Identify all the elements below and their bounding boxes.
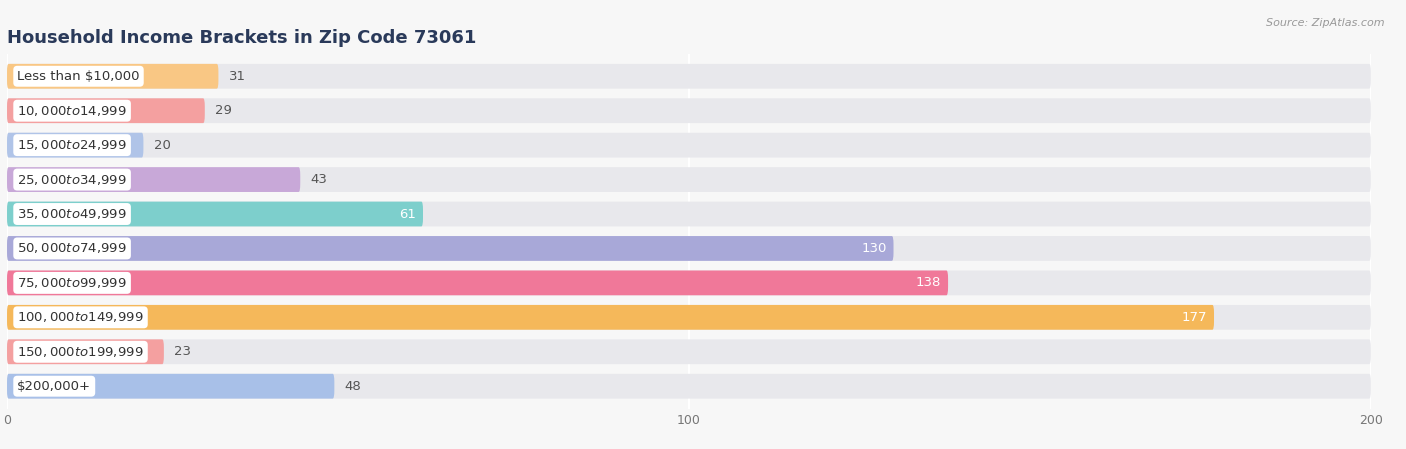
FancyBboxPatch shape [7, 374, 335, 399]
Text: Household Income Brackets in Zip Code 73061: Household Income Brackets in Zip Code 73… [7, 29, 477, 47]
FancyBboxPatch shape [7, 167, 301, 192]
Text: $100,000 to $149,999: $100,000 to $149,999 [17, 310, 143, 324]
Text: $10,000 to $14,999: $10,000 to $14,999 [17, 104, 127, 118]
FancyBboxPatch shape [7, 339, 165, 364]
FancyBboxPatch shape [7, 305, 1371, 330]
FancyBboxPatch shape [7, 98, 1371, 123]
FancyBboxPatch shape [7, 167, 1371, 192]
Text: 61: 61 [399, 207, 416, 220]
Text: $15,000 to $24,999: $15,000 to $24,999 [17, 138, 127, 152]
FancyBboxPatch shape [7, 133, 1371, 158]
FancyBboxPatch shape [7, 64, 1371, 88]
FancyBboxPatch shape [7, 270, 1371, 295]
FancyBboxPatch shape [7, 202, 1371, 226]
FancyBboxPatch shape [7, 339, 1371, 364]
Text: 130: 130 [862, 242, 887, 255]
Text: $200,000+: $200,000+ [17, 380, 91, 393]
Text: 31: 31 [229, 70, 246, 83]
Text: 23: 23 [174, 345, 191, 358]
FancyBboxPatch shape [7, 374, 1371, 399]
Text: 29: 29 [215, 104, 232, 117]
FancyBboxPatch shape [7, 236, 1371, 261]
FancyBboxPatch shape [7, 236, 894, 261]
Text: $50,000 to $74,999: $50,000 to $74,999 [17, 242, 127, 255]
FancyBboxPatch shape [7, 202, 423, 226]
Text: $75,000 to $99,999: $75,000 to $99,999 [17, 276, 127, 290]
Text: 138: 138 [915, 277, 941, 290]
Text: Source: ZipAtlas.com: Source: ZipAtlas.com [1267, 18, 1385, 28]
Text: $35,000 to $49,999: $35,000 to $49,999 [17, 207, 127, 221]
FancyBboxPatch shape [7, 64, 218, 88]
FancyBboxPatch shape [7, 133, 143, 158]
Text: $25,000 to $34,999: $25,000 to $34,999 [17, 172, 127, 187]
Text: 48: 48 [344, 380, 361, 393]
Text: Less than $10,000: Less than $10,000 [17, 70, 139, 83]
Text: 43: 43 [311, 173, 328, 186]
FancyBboxPatch shape [7, 270, 948, 295]
FancyBboxPatch shape [7, 305, 1213, 330]
FancyBboxPatch shape [7, 98, 205, 123]
Text: $150,000 to $199,999: $150,000 to $199,999 [17, 345, 143, 359]
Text: 20: 20 [153, 139, 170, 152]
Text: 177: 177 [1181, 311, 1208, 324]
